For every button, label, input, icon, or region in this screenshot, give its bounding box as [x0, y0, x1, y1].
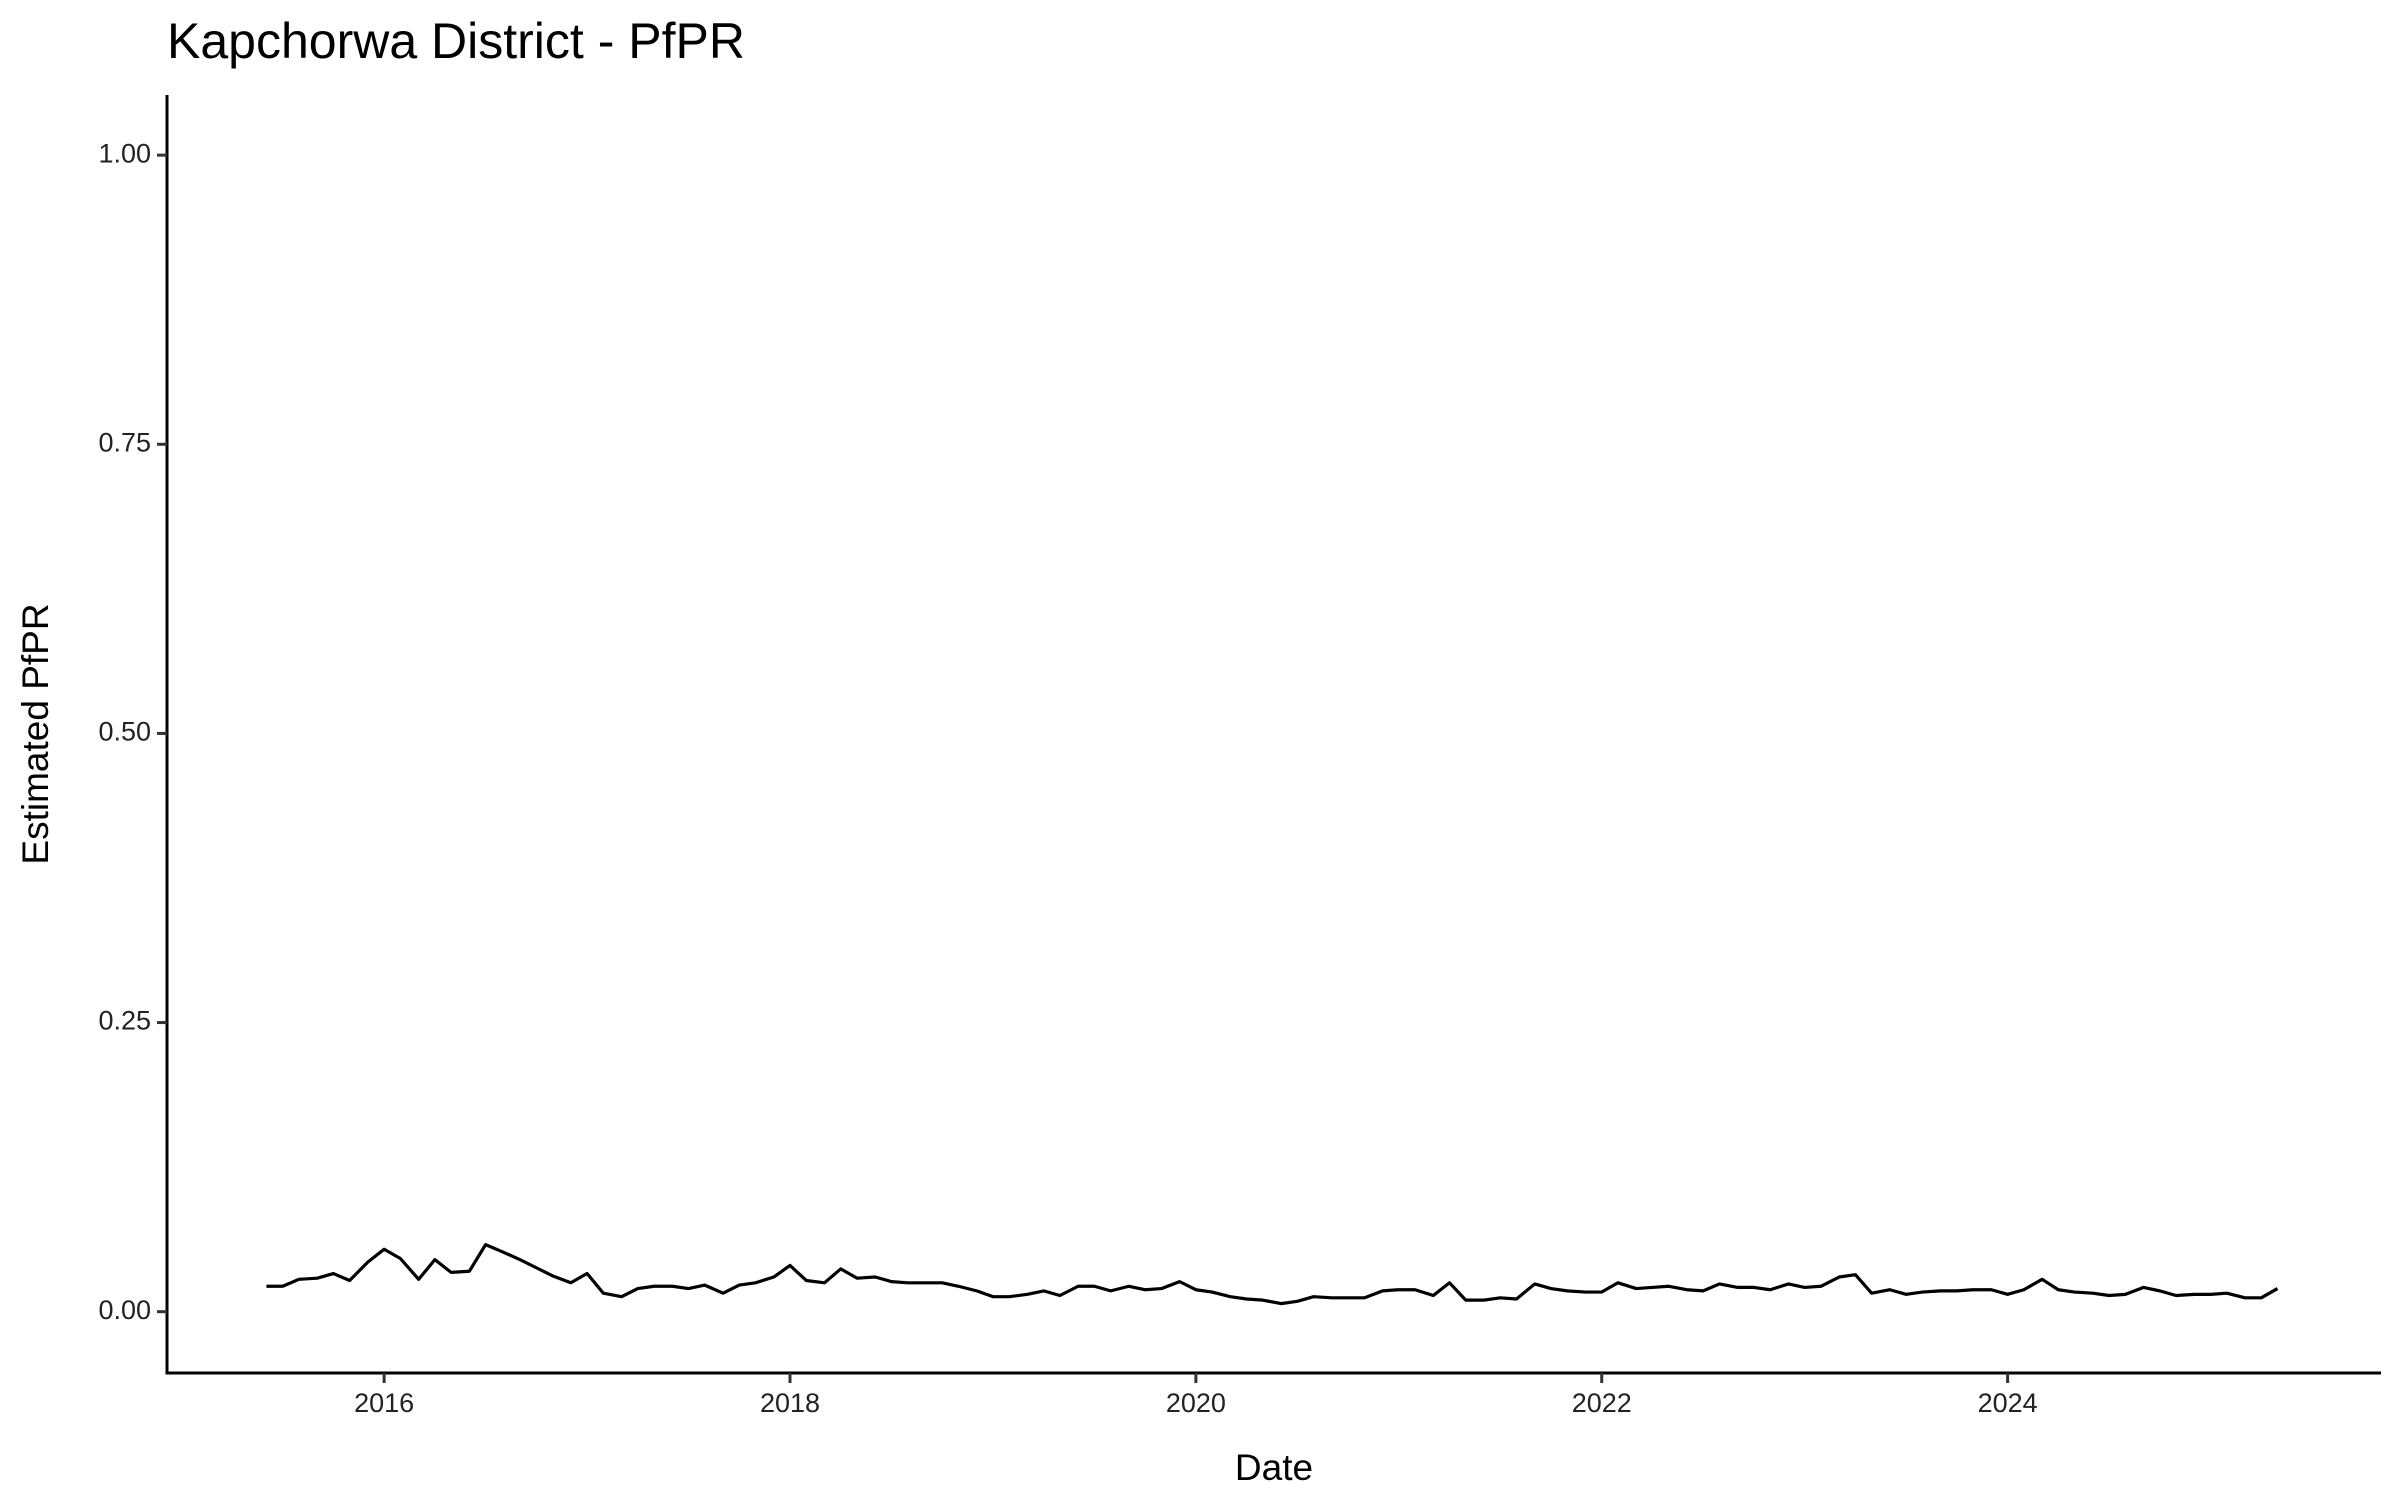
- x-axis-title: Date: [1235, 1447, 1313, 1488]
- y-tick-label: 0.00: [98, 1295, 151, 1325]
- x-tick-label: 2020: [1166, 1388, 1226, 1418]
- y-axis-title: Estimated PfPR: [15, 603, 56, 864]
- y-tick-label: 0.50: [98, 717, 151, 747]
- x-tick-label: 2024: [1978, 1388, 2038, 1418]
- y-tick-label: 0.25: [98, 1006, 151, 1036]
- x-tick-label: 2018: [760, 1388, 820, 1418]
- x-tick-label: 2022: [1572, 1388, 1632, 1418]
- y-tick-label: 1.00: [98, 138, 151, 168]
- chart-title: Kapchorwa District - PfPR: [167, 13, 745, 69]
- data-line: [266, 1243, 2279, 1306]
- y-tick-label: 0.75: [98, 427, 151, 457]
- x-tick-label: 2016: [354, 1388, 414, 1418]
